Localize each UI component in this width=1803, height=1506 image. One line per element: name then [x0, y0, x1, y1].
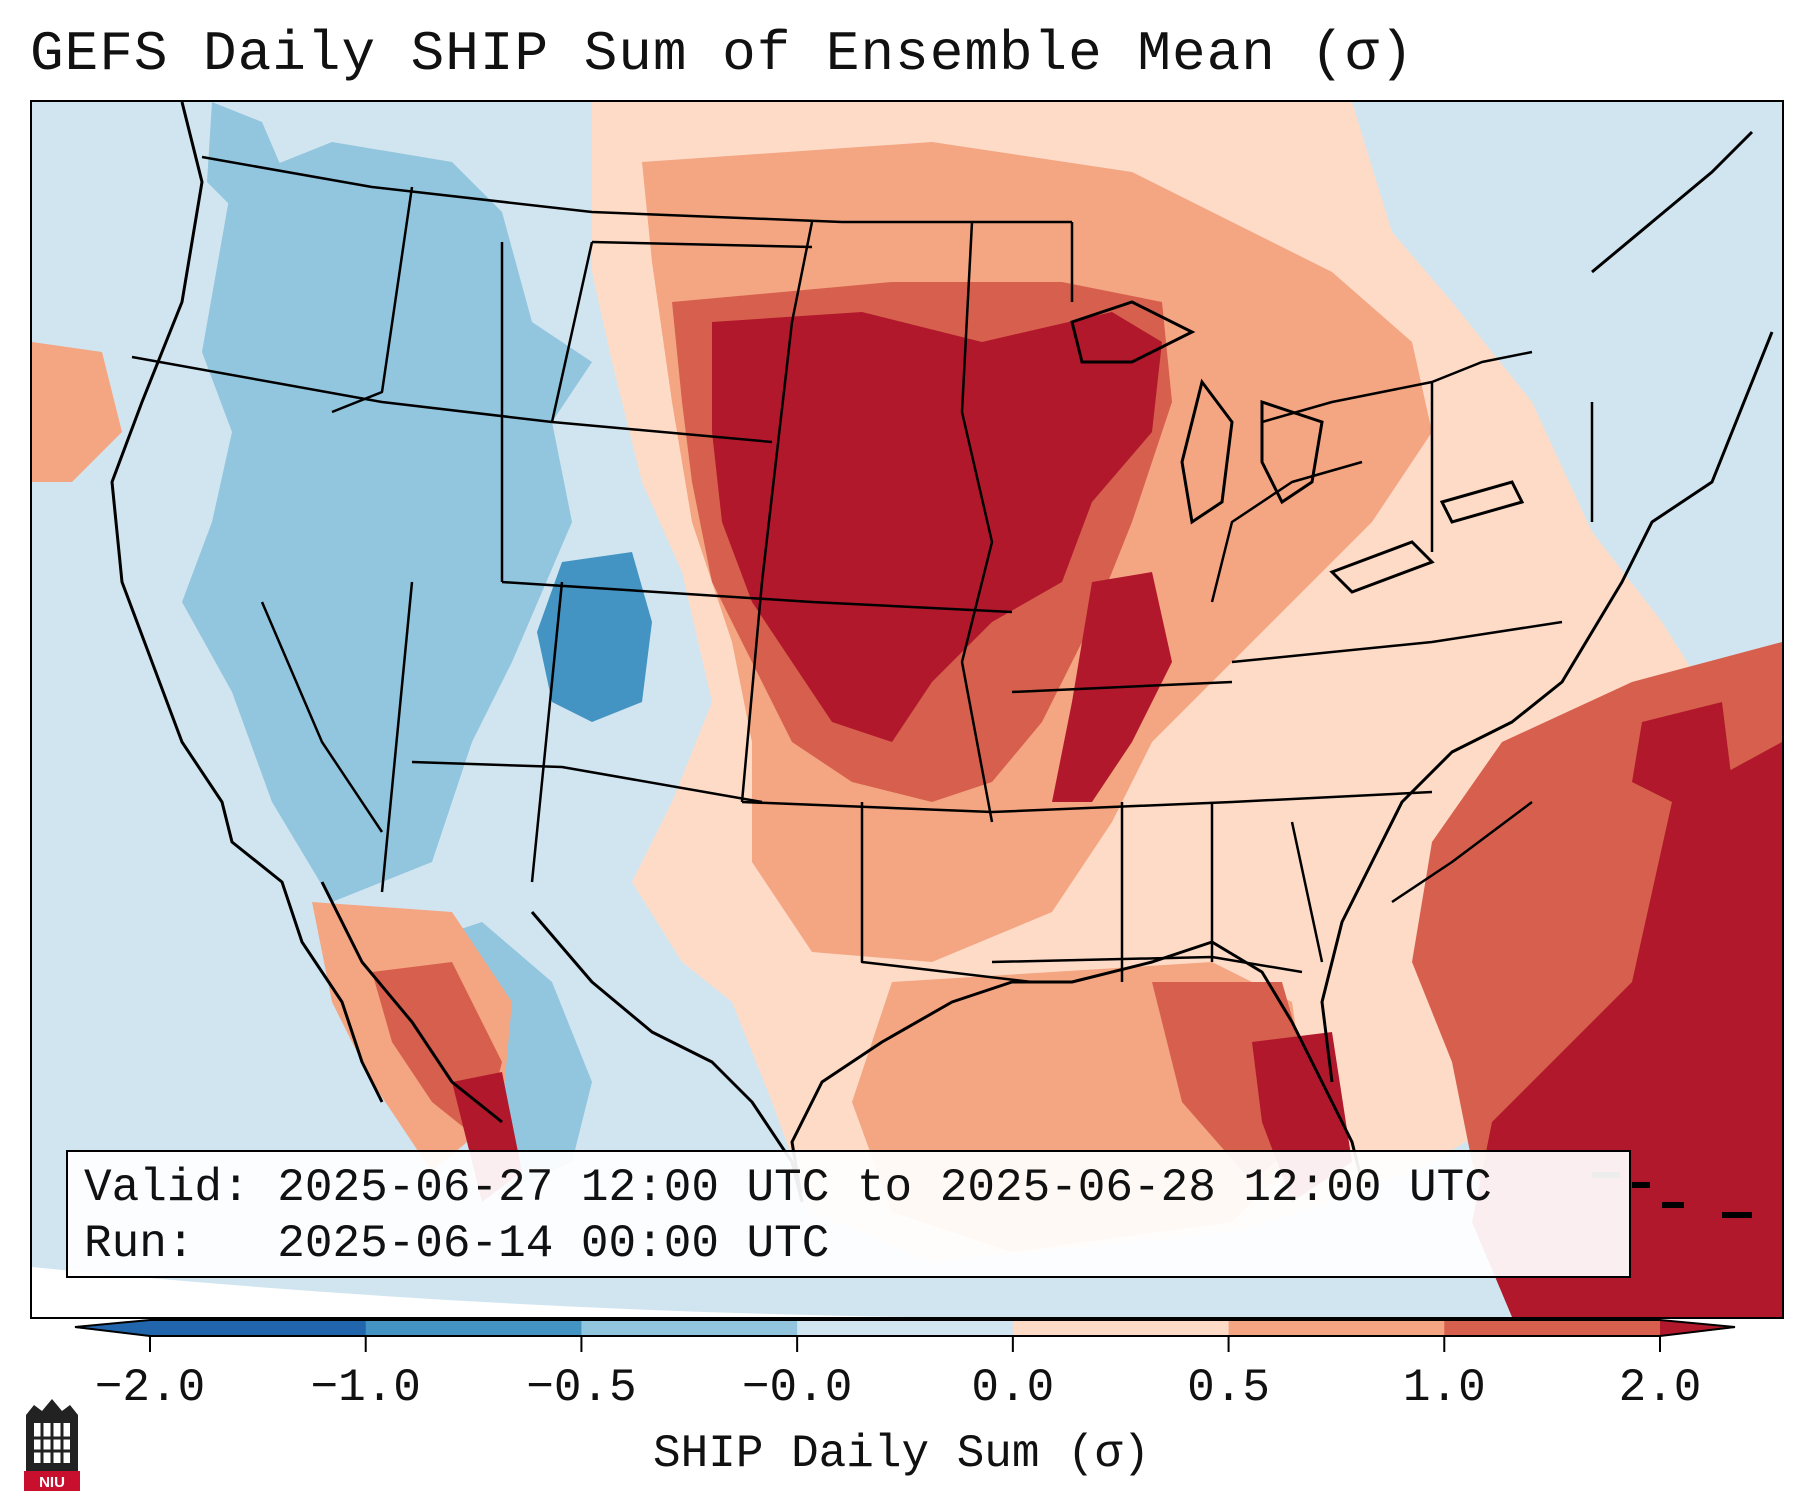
field-strong-pos-plains [712, 312, 1162, 742]
colorbar-segment [1444, 1320, 1661, 1336]
ship-field-map [32, 102, 1782, 1317]
colorbar-tick-label: 2.0 [1618, 1362, 1702, 1414]
niu-university-logo-icon: NIU [24, 1399, 80, 1491]
colorbar [74, 1319, 1736, 1352]
map-title: GEFS Daily SHIP Sum of Ensemble Mean (σ) [30, 22, 1415, 86]
colorbar-tick-label: 1.0 [1402, 1362, 1486, 1414]
colorbar-segment [797, 1320, 1014, 1336]
valid-label: Valid: [84, 1162, 250, 1214]
field-strong-neg-colorado [537, 552, 652, 722]
great-lakes [1070, 300, 1525, 594]
state-borders [131, 155, 1594, 984]
colorbar-tick-label: −0.5 [526, 1362, 637, 1414]
colorbar-segments [75, 1320, 1735, 1336]
off-projection-area [32, 1267, 1262, 1317]
valid-value: 2025-06-27 12:00 UTC to 2025-06-28 12:00… [277, 1162, 1492, 1214]
field-neg-region-west [182, 142, 592, 902]
colorbar-segment [365, 1320, 582, 1336]
colorbar-ticks [149, 1336, 1661, 1352]
run-value: 2025-06-14 00:00 UTC [277, 1218, 830, 1270]
colorbar-tick-label: −2.0 [94, 1362, 206, 1414]
colorbar-segment [1228, 1320, 1445, 1336]
colorbar-tick-label: 0.5 [1187, 1362, 1270, 1414]
colorbar-segment [1012, 1320, 1230, 1336]
colorbar-segment [150, 1320, 367, 1336]
run-row: Run: 2025-06-14 00:00 UTC [84, 1216, 1613, 1272]
niu-logo-text: NIU [39, 1474, 65, 1491]
colorbar-segment [581, 1320, 798, 1336]
colorbar-label: SHIP Daily Sum (σ) [653, 1428, 1150, 1480]
run-label: Run: [84, 1218, 195, 1270]
colorbar-tick-label: −1.0 [310, 1362, 421, 1414]
colorbar-tick-label: −0.0 [741, 1362, 853, 1414]
colorbar-extend-low [75, 1320, 150, 1336]
colorbar-tick-label: 0.0 [971, 1362, 1055, 1414]
map-panel [30, 100, 1784, 1319]
validity-info-box: Valid: 2025-06-27 12:00 UTC to 2025-06-2… [66, 1150, 1631, 1278]
valid-row: Valid: 2025-06-27 12:00 UTC to 2025-06-2… [84, 1160, 1613, 1216]
colorbar-extend-high [1660, 1320, 1735, 1336]
